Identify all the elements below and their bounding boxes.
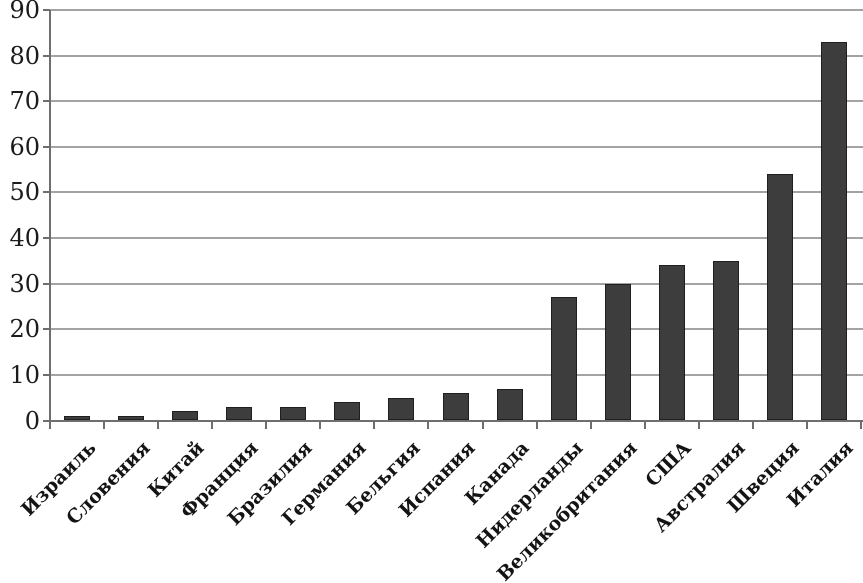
x-tick [157,420,160,429]
gridline [50,237,863,240]
x-tick [535,420,538,429]
y-tick [43,419,50,422]
bar [334,402,361,421]
bar [550,297,577,421]
bar [442,393,469,421]
y-tick [43,191,50,194]
y-tick [43,54,50,57]
gridline [50,145,863,148]
x-tick [265,420,268,429]
y-tick-label: 90 [9,0,40,24]
y-tick-label: 0 [24,406,40,435]
bar [712,260,739,421]
y-tick-label: 70 [9,87,40,116]
gridline [50,191,863,194]
y-tick-label: 30 [9,269,40,298]
gridline [50,282,863,285]
y-tick [43,145,50,148]
x-tick [211,420,214,429]
y-tick-label: 40 [9,224,40,253]
x-tick [103,420,106,429]
gridline [50,100,863,103]
y-tick [43,282,50,285]
y-axis-line [49,10,51,429]
y-tick [43,328,50,331]
y-tick-label: 10 [9,360,40,389]
x-tick [427,420,430,429]
y-tick [43,100,50,103]
bar [388,397,415,421]
bar [658,265,685,421]
gridline [50,54,863,57]
y-tick [43,237,50,240]
x-tick [319,420,322,429]
bar [820,41,847,421]
x-tick [481,420,484,429]
y-tick-label: 60 [9,132,40,161]
x-tick [805,420,808,429]
x-tick [643,420,646,429]
y-tick-label: 20 [9,315,40,344]
x-tick [860,420,862,429]
y-tick [43,9,50,11]
x-tick [373,420,376,429]
y-tick [43,373,50,376]
x-tick [589,420,592,429]
gridline [50,373,863,376]
y-tick-label: 80 [9,41,40,70]
x-tick [697,420,700,429]
gridline [50,9,863,11]
gridline [50,328,863,331]
bar [280,406,307,421]
bar [496,388,523,421]
y-tick-label: 50 [9,178,40,207]
bar [766,174,793,421]
bar [226,406,253,421]
x-axis-line [50,419,863,422]
x-tick [751,420,754,429]
bar [604,283,631,421]
